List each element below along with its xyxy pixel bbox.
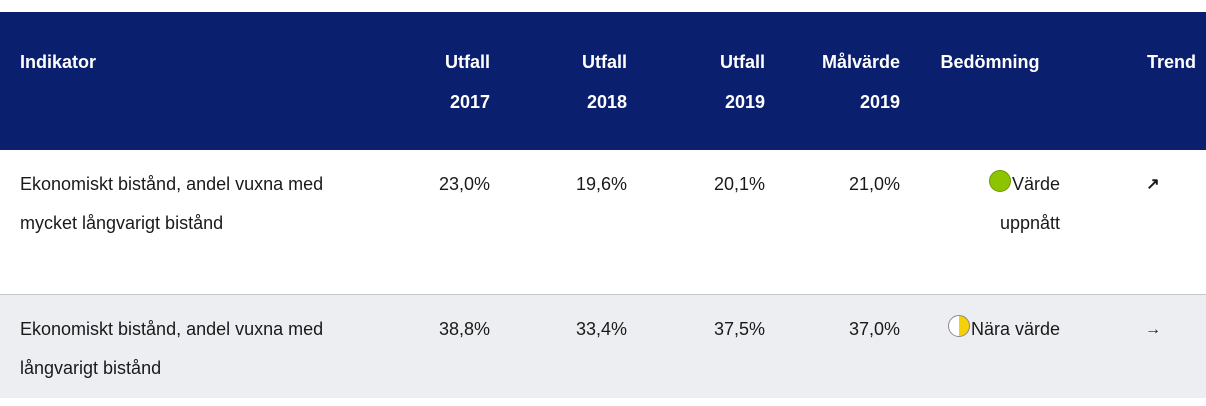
kpi-table: Indikator Utfall 2017 Utfall 2018 Utfall 20… — [0, 12, 1206, 398]
table-row: Ekonomiskt bistånd, andel vuxna med lång… — [0, 294, 1206, 398]
assessment-cell: Värde uppnått — [910, 150, 1070, 295]
value-cell: 33,4% — [500, 294, 637, 398]
assessment-text: Nära värde — [970, 319, 1060, 339]
value-cell: 19,6% — [500, 150, 637, 295]
assessment-text: Värde uppnått — [999, 174, 1060, 233]
table-row: Ekonomiskt bistånd, andel vuxna med myck… — [0, 150, 1206, 295]
value-cell: 38,8% — [380, 294, 500, 398]
column-header: Utfall 2019 — [637, 12, 775, 150]
table-body: Ekonomiskt bistånd, andel vuxna med myck… — [0, 150, 1206, 398]
value-cell: 23,0% — [380, 150, 500, 295]
value-cell: 37,0% — [775, 294, 910, 398]
column-header: Målvärde 2019 — [775, 12, 910, 150]
value-cell: 37,5% — [637, 294, 775, 398]
status-icon — [947, 315, 970, 337]
indicator-cell: Ekonomiskt bistånd, andel vuxna med lång… — [0, 294, 380, 398]
column-header: Utfall 2018 — [500, 12, 637, 150]
kpi-table-wrap: Indikator Utfall 2017 Utfall 2018 Utfall 20… — [0, 12, 1206, 406]
trend-cell: ↗ — [1070, 150, 1206, 295]
value-cell: 20,1% — [637, 150, 775, 295]
column-header: Bedömning — [910, 12, 1070, 150]
assessment-cell: Nära värde — [910, 294, 1070, 398]
header-row: Indikator Utfall 2017 Utfall 2018 Utfall 20… — [0, 12, 1206, 150]
column-header: Utfall 2017 — [380, 12, 500, 150]
value-cell: 21,0% — [775, 150, 910, 295]
indicator-cell: Ekonomiskt bistånd, andel vuxna med myck… — [0, 150, 380, 295]
trend-cell: → — [1070, 294, 1206, 398]
column-header: Trend — [1070, 12, 1206, 150]
status-icon — [988, 170, 1011, 192]
column-header: Indikator — [0, 12, 380, 150]
